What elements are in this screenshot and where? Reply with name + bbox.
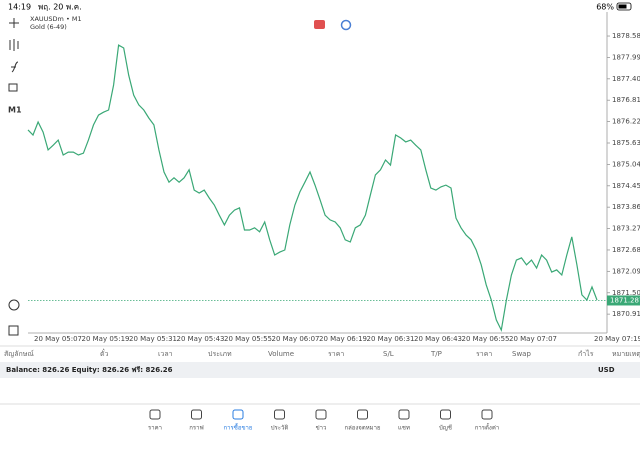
tab-label[interactable]: แชท — [398, 425, 410, 432]
tab-label[interactable]: ประวัติ — [271, 425, 289, 432]
tab-icon[interactable] — [481, 409, 493, 420]
tab-label[interactable]: ราคา — [148, 425, 162, 432]
y-tick-label: 1875.630 — [612, 139, 640, 147]
column-header: ประเภท — [208, 350, 232, 358]
tab-label[interactable]: กราฟ — [189, 425, 203, 432]
y-tick-label: 1872.680 — [612, 246, 640, 254]
objects-tool[interactable] — [11, 61, 19, 73]
tab-icon[interactable] — [315, 409, 327, 420]
tab-label[interactable]: ข่าว — [316, 425, 327, 432]
balance-currency: USD — [598, 366, 615, 374]
balance-text: Balance: 826.26 Equity: 826.26 ฟรี: 826.… — [6, 366, 173, 374]
templates-tool[interactable] — [8, 83, 18, 92]
tab-icon[interactable] — [232, 409, 244, 420]
tab-icon[interactable] — [398, 409, 410, 420]
y-tick-label: 1873.270 — [612, 225, 640, 233]
x-tick-label: 20 May 05:19 — [81, 335, 129, 343]
x-tick-label: 20 May 06:19 — [319, 335, 367, 343]
x-tick-label: 20 May 07:19 — [594, 335, 640, 343]
column-header: T/P — [430, 350, 442, 358]
tab-icon[interactable] — [357, 409, 368, 420]
tab-label[interactable]: การซื้อขาย — [224, 422, 253, 432]
y-tick-label: 1876.220 — [612, 118, 640, 126]
column-header: ราคา — [328, 350, 344, 358]
status-date: พฤ. 20 พ.ค. — [38, 3, 82, 12]
status-battery: 68% — [596, 3, 614, 12]
crosshair-tool[interactable] — [9, 18, 19, 28]
x-tick-label: 20 May 06:07 — [271, 335, 319, 343]
chart-search[interactable] — [8, 299, 20, 311]
battery-icon — [616, 2, 632, 11]
tab-label[interactable]: บัญชี — [439, 424, 452, 432]
y-tick-label: 1873.860 — [612, 203, 640, 211]
x-tick-label: 20 May 05:07 — [34, 335, 82, 343]
indicator-toggle[interactable] — [340, 19, 352, 31]
x-tick-label: 20 May 05:43 — [176, 335, 224, 343]
tab-icon[interactable] — [440, 409, 451, 420]
y-tick-label: 1871.500 — [612, 289, 640, 297]
timeframe-button[interactable]: M1 — [8, 106, 22, 115]
column-header: Volume — [268, 350, 294, 358]
x-tick-label: 20 May 07:07 — [509, 335, 557, 343]
battery-level — [618, 4, 627, 9]
tab-icon[interactable] — [149, 409, 161, 420]
column-header: เวลา — [158, 350, 173, 358]
chart-add[interactable] — [8, 325, 19, 336]
x-tick-label: 20 May 06:43 — [414, 335, 462, 343]
balance-bar — [0, 362, 640, 378]
current-price-label: 1871.287 — [610, 296, 640, 304]
column-header: S/L — [383, 350, 394, 358]
price-line — [27, 44, 598, 333]
description: Gold (6-49) — [30, 23, 67, 31]
status-time: 14:19 — [8, 3, 31, 12]
y-tick-label: 1875.040 — [612, 160, 640, 168]
current-price-box — [607, 295, 640, 306]
y-tick-label: 1877.400 — [612, 75, 640, 83]
y-tick-label: 1872.090 — [612, 267, 640, 275]
y-tick-label: 1874.450 — [612, 182, 640, 190]
one-click-trading[interactable] — [314, 20, 325, 29]
column-header: กำไร — [578, 349, 594, 358]
y-tick-label: 1876.810 — [612, 96, 640, 104]
y-tick-label: 1878.580 — [612, 32, 640, 40]
tab-icon[interactable] — [274, 409, 285, 420]
column-header: หมายเหตุ — [612, 350, 640, 358]
column-header: ราคา — [476, 350, 492, 358]
tab-label[interactable]: การตั้งค่า — [475, 422, 499, 432]
tab-label[interactable]: กล่องจดหมาย — [344, 425, 380, 432]
x-tick-label: 20 May 06:31 — [366, 335, 414, 343]
tab-icon[interactable] — [191, 409, 202, 420]
x-tick-label: 20 May 05:31 — [129, 335, 177, 343]
column-header: Swap — [512, 350, 531, 358]
column-header: สัญลักษณ์ — [4, 350, 34, 358]
indicators-tool[interactable] — [9, 39, 19, 51]
column-header: ตั๋ว — [100, 349, 109, 358]
y-tick-label: 1877.990 — [612, 53, 640, 61]
y-tick-label: 1870.910 — [612, 310, 640, 318]
x-tick-label: 20 May 05:55 — [224, 335, 272, 343]
symbol: XAUUSDm • M1 — [30, 15, 82, 23]
x-tick-label: 20 May 06:55 — [461, 335, 509, 343]
